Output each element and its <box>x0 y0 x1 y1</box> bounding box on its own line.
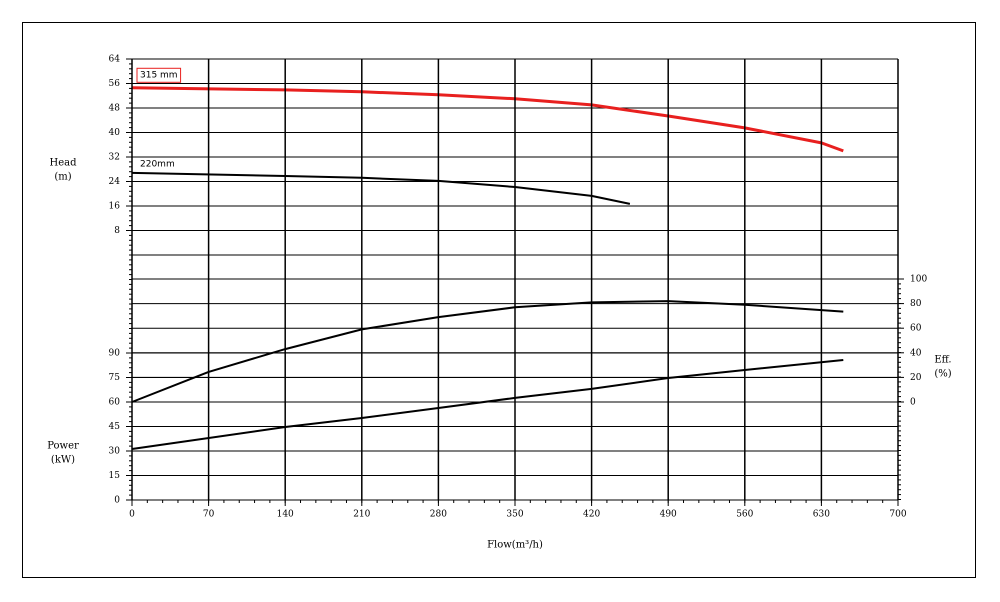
x-axis-label: Flow(m³/h) <box>487 540 543 551</box>
y-tick-label: 80 <box>910 299 922 309</box>
y-tick-label: 60 <box>910 324 922 334</box>
y-tick-label: 56 <box>109 79 121 89</box>
x-tick-label: 210 <box>353 510 370 520</box>
y-tick-label: 40 <box>910 348 922 358</box>
x-tick-label: 350 <box>506 510 523 520</box>
y-axis-label: (%) <box>934 369 951 380</box>
x-tick-label: 70 <box>203 510 215 520</box>
y-tick-label: 64 <box>109 55 121 65</box>
y-axis-label: Head <box>49 158 77 169</box>
series-label: 220mm <box>140 159 175 169</box>
y-tick-label: 0 <box>910 398 916 408</box>
y-tick-label: 32 <box>109 153 120 163</box>
y-tick-label: 0 <box>114 496 120 506</box>
x-tick-label: 560 <box>736 510 753 520</box>
series-label-box <box>136 67 182 83</box>
y-tick-label: 15 <box>109 471 121 481</box>
curve <box>131 86 844 153</box>
frame <box>22 22 976 578</box>
y-axis-label: Eff. <box>934 355 951 366</box>
x-tick-label: 420 <box>583 510 600 520</box>
y-tick-label: 40 <box>109 128 121 138</box>
y-tick-label: 8 <box>114 226 120 236</box>
series-label: 315 mm <box>140 70 178 80</box>
x-tick-label: 280 <box>430 510 447 520</box>
y-tick-label: 16 <box>109 202 121 212</box>
y-tick-label: 20 <box>910 373 922 383</box>
y-tick-label: 75 <box>109 373 121 383</box>
y-axis-label: Power <box>47 441 79 452</box>
x-tick-label: 700 <box>889 510 906 520</box>
y-tick-label: 60 <box>109 398 121 408</box>
x-tick-label: 0 <box>129 510 135 520</box>
y-tick-label: 48 <box>109 104 121 114</box>
y-tick-label: 45 <box>109 422 121 432</box>
y-tick-label: 100 <box>910 275 927 285</box>
y-tick-label: 24 <box>109 177 121 187</box>
y-tick-label: 30 <box>109 447 121 457</box>
y-tick-label: 90 <box>109 349 121 359</box>
x-tick-label: 630 <box>813 510 830 520</box>
y-axis-label: (m) <box>54 172 71 183</box>
curve <box>131 359 844 450</box>
curve <box>131 300 844 403</box>
y-axis-label: (kW) <box>51 455 75 466</box>
x-tick-label: 490 <box>660 510 677 520</box>
x-tick-label: 140 <box>277 510 294 520</box>
